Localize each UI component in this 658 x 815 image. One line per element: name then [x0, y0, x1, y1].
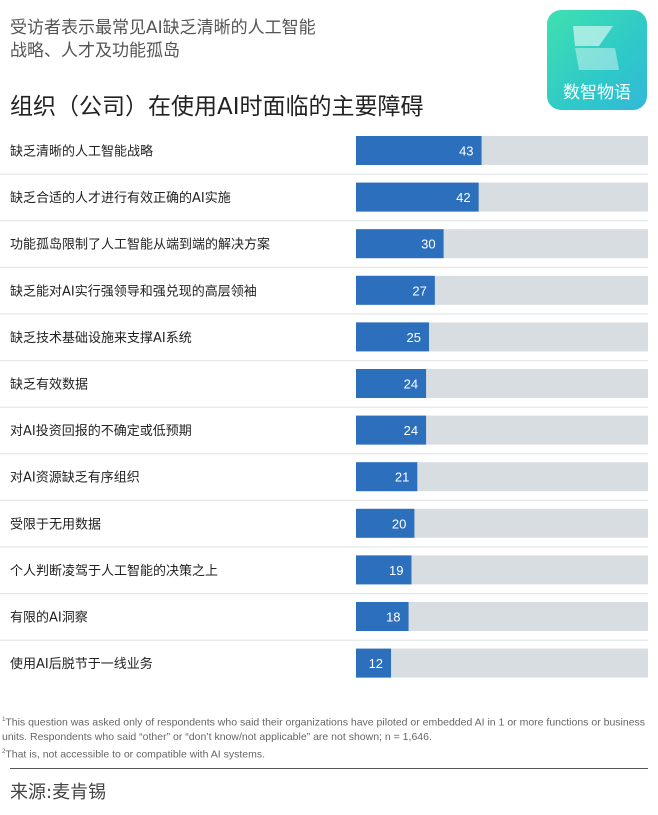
bar-track — [356, 648, 648, 678]
bar — [356, 369, 427, 398]
subtitle: 受访者表示最常见AI缺乏清晰的人工智能 战略、人才及功能孤岛 — [10, 17, 316, 63]
bar — [356, 275, 435, 305]
bar — [356, 602, 409, 631]
category-label: 缺乏有效数据 — [10, 378, 88, 393]
chart-title: 组织（公司）在使用AI时面临的主要障碍 — [10, 94, 424, 120]
data-label: 12 — [369, 656, 383, 671]
category-label: 有限的AI洞察 — [10, 610, 88, 626]
footnote-2-text: That is, not accessible to or compatible… — [5, 748, 266, 760]
category-label: 缺乏技术基础设施来支撑AI系统 — [10, 331, 192, 346]
data-label: 24 — [404, 423, 418, 438]
data-label: 18 — [386, 610, 400, 625]
data-label: 42 — [456, 190, 470, 205]
category-label: 对AI资源缺乏有序组织 — [10, 471, 140, 486]
divider — [10, 768, 648, 769]
source: 来源:麦肯锡 — [10, 782, 107, 803]
category-label: 功能孤岛限制了人工智能从端到端的解决方案 — [10, 237, 270, 253]
bar — [356, 229, 444, 259]
subtitle-line2: 战略、人才及功能孤岛 — [10, 41, 180, 61]
data-label: 19 — [389, 563, 403, 578]
row-divider — [0, 593, 648, 595]
row-divider — [0, 499, 648, 501]
row-divider — [0, 220, 648, 222]
bar — [356, 182, 479, 212]
row-divider — [0, 266, 648, 268]
logo: 数智物语 — [547, 10, 647, 110]
row-divider — [0, 173, 648, 175]
category-label: 缺乏合适的人才进行有效正确的AI实施 — [10, 190, 231, 206]
category-label: 缺乏能对AI实行强领导和强兑现的高层领袖 — [10, 283, 257, 299]
bar — [356, 508, 415, 538]
data-label: 30 — [421, 237, 435, 252]
bar — [356, 462, 418, 492]
footnote-2: 2That is, not accessible to or compatibl… — [2, 745, 652, 762]
row-divider — [0, 406, 648, 408]
data-label: 21 — [395, 470, 409, 485]
subtitle-line1: 受访者表示最常见AI缺乏清晰的人工智能 — [10, 18, 316, 38]
footnote-1-text: This question was asked only of responde… — [2, 716, 646, 744]
data-label: 43 — [459, 144, 473, 159]
category-label: 使用AI后脱节于一线业务 — [10, 656, 153, 672]
row-divider — [0, 546, 648, 548]
category-label: 受限于无用数据 — [10, 517, 101, 532]
row-divider — [0, 453, 648, 455]
data-label: 25 — [407, 330, 421, 345]
data-label: 27 — [412, 283, 426, 298]
category-label: 对AI投资回报的不确定或低预期 — [10, 423, 192, 439]
footnotes: 1This question was asked only of respond… — [2, 713, 652, 762]
logo-text: 数智物语 — [563, 83, 631, 103]
bar — [356, 136, 482, 165]
row-divider — [0, 313, 648, 315]
data-label: 24 — [404, 377, 418, 392]
footnote-1-marker: 1 — [2, 717, 6, 723]
bar — [356, 555, 412, 585]
bar — [356, 322, 429, 352]
bar — [356, 415, 427, 445]
bar — [356, 648, 392, 678]
data-label: 20 — [392, 516, 406, 531]
category-label: 个人判断凌驾于人工智能的决策之上 — [10, 563, 218, 579]
logo-z-icon — [573, 26, 619, 70]
footnote-2-marker: 2 — [2, 748, 6, 755]
row-divider — [0, 639, 648, 641]
footnote-1: 1This question was asked only of respond… — [2, 713, 652, 745]
bar-chart: 缺乏清晰的人工智能战略 43 缺乏合适的人才进行有效正确的AI实施 42 功能孤岛限制了… — [0, 136, 648, 678]
row-divider — [0, 360, 648, 362]
category-label: 缺乏清晰的人工智能战略 — [10, 144, 153, 160]
